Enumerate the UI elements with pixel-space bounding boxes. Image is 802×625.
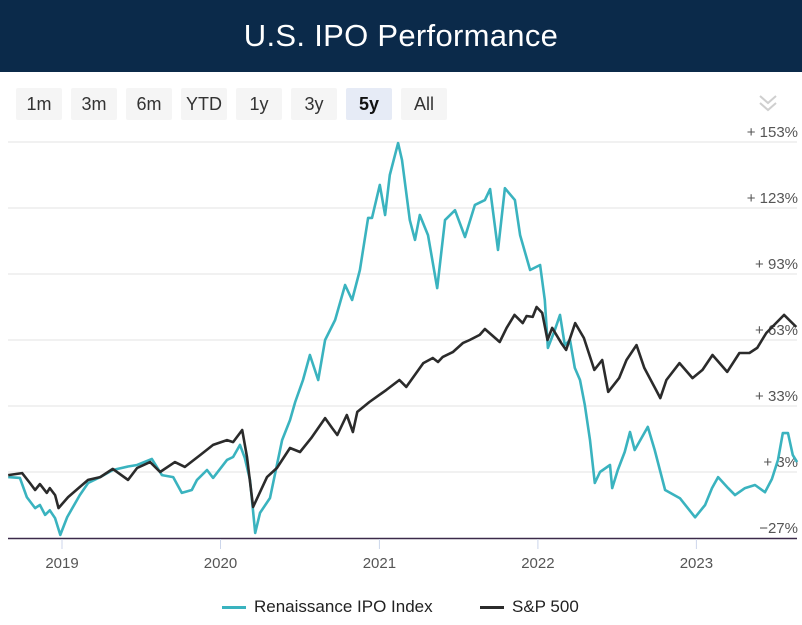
x-tick-label: 2020 [204, 555, 237, 572]
y-tick-label: + 123% [747, 190, 798, 207]
range-button-3y[interactable]: 3y [291, 88, 337, 120]
range-button-5y[interactable]: 5y [346, 88, 392, 120]
range-button-ytd[interactable]: YTD [181, 88, 227, 120]
double-chevron-down-icon[interactable] [756, 92, 780, 116]
page-title: U.S. IPO Performance [243, 18, 559, 53]
chart-legend: Renaissance IPO Index S&P 500 [0, 597, 802, 621]
x-tick-label: 2022 [521, 555, 554, 572]
x-tick-label: 2023 [680, 555, 713, 572]
y-tick-label: + 3% [763, 454, 798, 471]
range-button-1m[interactable]: 1m [16, 88, 62, 120]
legend-swatch-ipo [222, 605, 246, 609]
legend-swatch-sp500 [480, 605, 504, 609]
legend-label-sp500: S&P 500 [512, 597, 579, 616]
page-header: U.S. IPO Performance [0, 0, 802, 72]
y-tick-label: −27% [759, 520, 798, 537]
range-button-6m[interactable]: 6m [126, 88, 172, 120]
range-selector: 1m 3m 6m YTD 1y 3y 5y All [16, 88, 447, 120]
range-button-1y[interactable]: 1y [236, 88, 282, 120]
x-tick-label: 2021 [363, 555, 396, 572]
range-button-3m[interactable]: 3m [71, 88, 117, 120]
y-tick-label: + 153% [747, 124, 798, 141]
legend-item-ipo-index[interactable]: Renaissance IPO Index [222, 597, 433, 617]
y-tick-label: + 63% [755, 322, 798, 339]
performance-chart: + 153% + 123% + 93% + 63% + 33% + 3% −27% 2019 2… [8, 124, 799, 572]
legend-item-sp500[interactable]: S&P 500 [480, 597, 579, 617]
y-tick-label: + 33% [755, 388, 798, 405]
series-line-ipo-index [8, 141, 799, 537]
y-tick-label: + 93% [755, 256, 798, 273]
range-button-all[interactable]: All [401, 88, 447, 120]
x-tick-label: 2019 [45, 555, 78, 572]
legend-label-ipo: Renaissance IPO Index [254, 597, 433, 616]
series-line-sp500 [8, 305, 798, 510]
